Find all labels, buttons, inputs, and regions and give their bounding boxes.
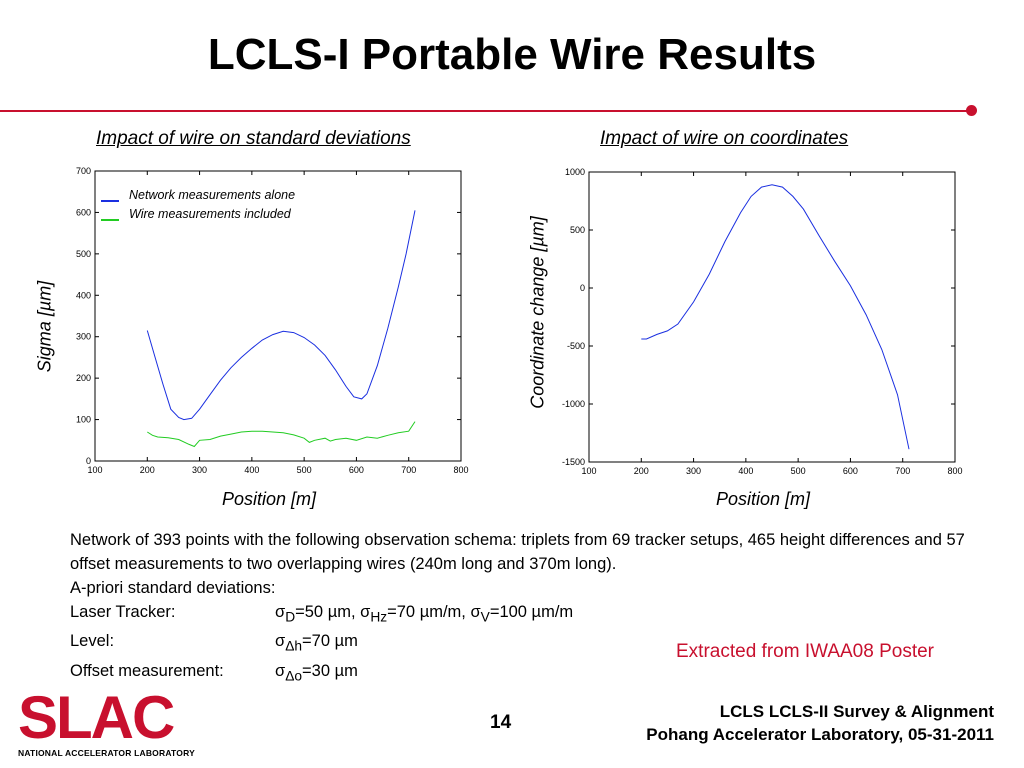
x-tick-label: 600 bbox=[349, 465, 364, 475]
apriori-heading: A-priori standard deviations: bbox=[70, 579, 276, 597]
x-tick-label: 500 bbox=[297, 465, 312, 475]
page-number: 14 bbox=[490, 712, 512, 733]
param-label: Offset measurement: bbox=[70, 661, 224, 680]
y-tick-label: 1000 bbox=[565, 167, 585, 177]
footer-line-1: LCLS LCLS-II Survey & Alignment bbox=[719, 702, 994, 721]
y-tick-label: 500 bbox=[570, 225, 585, 235]
y-tick-label: 0 bbox=[86, 456, 91, 466]
plot-frame bbox=[588, 171, 956, 463]
x-tick-label: 200 bbox=[634, 466, 649, 476]
slac-logo: SLAC NATIONAL ACCELERATOR LABORATORY bbox=[18, 684, 195, 758]
series-line-2 bbox=[147, 421, 416, 448]
legend-label: Wire measurements included bbox=[129, 207, 292, 221]
title-divider-dot bbox=[966, 105, 977, 116]
x-tick-label: 500 bbox=[791, 466, 806, 476]
logo-subtitle: NATIONAL ACCELERATOR LABORATORY bbox=[18, 748, 195, 758]
y-tick-label: 600 bbox=[76, 207, 91, 217]
logo-wordmark: SLAC bbox=[18, 688, 174, 742]
x-tick-label: 700 bbox=[401, 465, 416, 475]
param-row-laser-tracker: Laser Tracker: σD=50 µm, σHz=70 µm/m, σV… bbox=[70, 600, 1000, 629]
legend-label: Network measurements alone bbox=[129, 188, 295, 202]
param-row-offset: Offset measurement: σΔo=30 µm bbox=[70, 659, 1000, 688]
x-tick-label: 400 bbox=[244, 465, 259, 475]
slac-logo-mark: SLAC bbox=[18, 684, 176, 751]
chart1-x-axis-label: Position [m] bbox=[222, 489, 317, 509]
y-tick-label: 700 bbox=[76, 166, 91, 176]
y-tick-label: 400 bbox=[76, 290, 91, 300]
observation-description: Network of 393 points with the following… bbox=[70, 528, 1000, 688]
param-label: Laser Tracker: bbox=[70, 603, 176, 621]
param-values: σΔh=70 µm bbox=[275, 632, 358, 654]
param-values: σD=50 µm, σHz=70 µm/m, σV=100 µm/m bbox=[275, 603, 574, 625]
page-title: LCLS-I Portable Wire Results bbox=[207, 30, 817, 79]
y-tick-label: -1000 bbox=[562, 399, 585, 409]
series-line-1 bbox=[641, 184, 910, 450]
chart2-x-axis-label: Position [m] bbox=[716, 489, 811, 509]
chart2-y-axis-label: Coordinate change [µm] bbox=[527, 216, 548, 409]
description-intro: Network of 393 points with the following… bbox=[70, 531, 965, 573]
param-values: σΔo=30 µm bbox=[275, 661, 358, 683]
x-tick-label: 400 bbox=[738, 466, 753, 476]
x-tick-label: 300 bbox=[686, 466, 701, 476]
x-tick-label: 700 bbox=[895, 466, 910, 476]
y-tick-label: 300 bbox=[76, 332, 91, 342]
y-tick-label: 200 bbox=[76, 373, 91, 383]
x-tick-label: 300 bbox=[192, 465, 207, 475]
y-tick-label: -1500 bbox=[562, 457, 585, 467]
footer: LCLS LCLS-II Survey & Alignment Pohang A… bbox=[646, 700, 994, 746]
plot-frame bbox=[94, 170, 462, 462]
y-tick-label: -500 bbox=[567, 341, 585, 351]
chart1-title: Impact of wire on standard deviations bbox=[96, 128, 411, 149]
param-label: Level: bbox=[70, 632, 115, 651]
title-divider bbox=[0, 110, 970, 112]
y-tick-label: 100 bbox=[76, 415, 91, 425]
series-line-1 bbox=[146, 210, 416, 421]
footer-line-2: Pohang Accelerator Laboratory, 05-31-201… bbox=[646, 725, 994, 744]
param-row-level: Level: σΔh=70 µm bbox=[70, 629, 1000, 658]
x-tick-label: 800 bbox=[453, 465, 468, 475]
y-tick-label: 0 bbox=[580, 283, 585, 293]
x-tick-label: 200 bbox=[140, 465, 155, 475]
chart2-title: Impact of wire on coordinates bbox=[600, 128, 849, 149]
x-tick-label: 600 bbox=[843, 466, 858, 476]
source-credit: Extracted from IWAA08 Poster bbox=[676, 641, 934, 662]
y-tick-label: 500 bbox=[76, 249, 91, 259]
x-tick-label: 100 bbox=[87, 465, 102, 475]
x-tick-label: 100 bbox=[581, 466, 596, 476]
x-tick-label: 800 bbox=[947, 466, 962, 476]
